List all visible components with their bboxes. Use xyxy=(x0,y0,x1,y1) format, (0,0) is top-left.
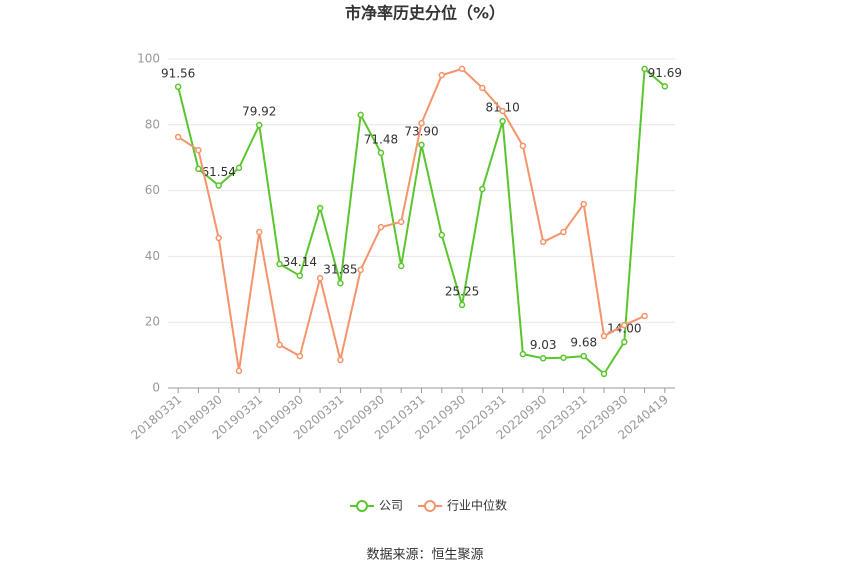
point xyxy=(418,119,425,127)
point xyxy=(174,83,182,91)
data-label: 91.69 xyxy=(648,66,682,80)
data-label: 91.56 xyxy=(161,66,195,80)
y-tick-label: 60 xyxy=(145,183,160,197)
point xyxy=(621,338,628,346)
y-tick-label: 80 xyxy=(145,117,160,131)
point xyxy=(458,65,466,73)
point xyxy=(621,321,628,329)
point xyxy=(397,262,405,270)
point xyxy=(296,352,304,360)
data-label: 25.25 xyxy=(445,284,479,298)
point xyxy=(539,355,547,362)
point xyxy=(174,133,182,141)
point xyxy=(580,352,587,360)
point xyxy=(479,185,486,193)
data-label: 79.92 xyxy=(242,105,276,119)
point xyxy=(499,117,506,125)
data-label: 9.03 xyxy=(530,338,557,352)
point xyxy=(195,146,202,154)
point xyxy=(256,121,263,129)
y-tick-label: 0 xyxy=(152,381,160,395)
point xyxy=(357,266,364,274)
series-line xyxy=(177,67,645,372)
y-tick-label: 100 xyxy=(137,52,160,66)
point xyxy=(560,354,567,361)
point xyxy=(276,341,283,349)
data-label: 31.85 xyxy=(323,263,357,277)
point xyxy=(499,107,506,115)
point xyxy=(256,228,263,236)
legend-marker xyxy=(356,500,368,512)
source: 数据来源：恒生聚源 xyxy=(366,548,483,563)
data-label: 34.14 xyxy=(283,255,317,269)
data-label: 61.54 xyxy=(202,165,236,179)
point xyxy=(661,83,669,90)
point xyxy=(296,272,304,279)
point xyxy=(438,231,446,239)
point xyxy=(458,301,466,309)
point xyxy=(357,111,364,119)
point xyxy=(519,350,527,358)
point xyxy=(600,332,608,340)
point xyxy=(215,182,222,189)
point xyxy=(235,367,243,375)
point xyxy=(438,71,446,79)
point xyxy=(337,356,344,364)
y-tick-label: 40 xyxy=(145,249,160,263)
data-label: 73.90 xyxy=(404,124,438,138)
point xyxy=(316,204,324,212)
point xyxy=(641,65,648,73)
point xyxy=(479,84,486,92)
legend-label: 行业中位数 xyxy=(447,498,507,513)
point xyxy=(560,228,567,236)
point xyxy=(519,142,527,150)
point xyxy=(337,279,344,287)
point xyxy=(235,164,243,172)
data-label: 14.00 xyxy=(607,321,641,335)
point xyxy=(276,260,283,268)
point xyxy=(397,218,405,226)
legend-label: 公司 xyxy=(379,499,403,513)
data-label: 9.68 xyxy=(570,336,597,350)
data-label: 71.48 xyxy=(364,132,398,146)
point xyxy=(641,312,648,320)
point xyxy=(418,141,425,149)
point xyxy=(600,370,608,378)
y-tick-label: 20 xyxy=(145,315,160,329)
point xyxy=(195,165,202,173)
point xyxy=(539,238,547,246)
data-label: 81.10 xyxy=(485,101,519,115)
chart-title: 市净率历史分位（%） xyxy=(345,4,505,23)
point xyxy=(377,223,385,231)
point xyxy=(215,234,222,242)
legend-marker xyxy=(424,500,436,512)
point xyxy=(316,274,324,282)
point xyxy=(377,149,385,157)
point xyxy=(580,200,587,208)
